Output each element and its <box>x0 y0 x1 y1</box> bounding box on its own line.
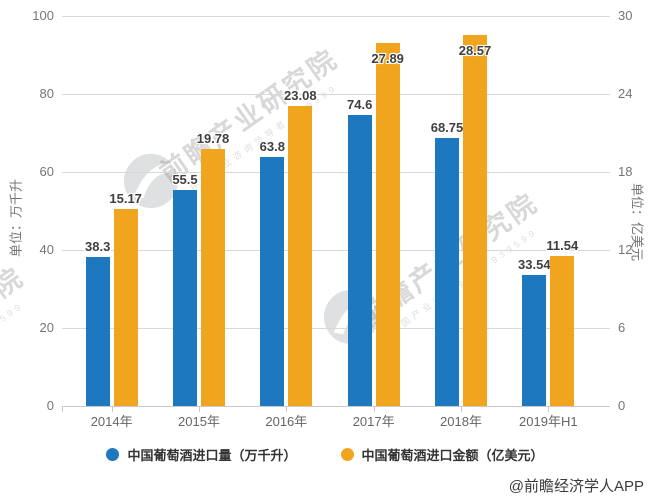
value-label: 55.5 <box>172 171 198 187</box>
bar-import-value <box>550 255 575 406</box>
value-label: 33.54 <box>518 257 551 273</box>
x-axis-tick <box>286 407 287 412</box>
value-label: 38.3 <box>85 238 111 254</box>
value-label: 63.8 <box>259 139 285 155</box>
y-axis-tick-label-left: 80 <box>39 86 54 101</box>
legend-item[interactable]: 中国葡萄酒进口量（万千升） <box>106 445 297 464</box>
value-label: 19.78 <box>196 130 230 146</box>
right-axis-title: 单位：亿美元 <box>629 182 645 262</box>
gridline <box>62 250 610 251</box>
x-axis-label: 2019年H1 <box>519 414 578 429</box>
value-label: 74.6 <box>347 97 373 113</box>
y-axis-tick-label-left: 40 <box>39 242 54 257</box>
y-axis-tick-label-right: 24 <box>618 86 633 101</box>
value-label: 23.08 <box>284 87 317 103</box>
bar-group: 55.5 <box>172 172 198 406</box>
category-group: 74.6 27.89 <box>330 43 417 406</box>
x-axis-tick <box>374 407 375 412</box>
y-axis-tick-label-left: 100 <box>32 8 54 23</box>
y-axis-tick-label-left: 60 <box>39 164 54 179</box>
legend-dot-icon <box>340 448 354 461</box>
category-group: 33.54 11.54 <box>505 238 592 406</box>
x-axis-label: 2016年 <box>265 414 308 429</box>
legend-item[interactable]: 中国葡萄酒进口金额（亿美元） <box>340 445 544 464</box>
bar-import-volume <box>172 189 197 406</box>
bar-group: 28.57 <box>459 34 491 406</box>
y-axis-tick-label-right: 6 <box>618 320 626 335</box>
gridline <box>62 16 610 17</box>
y-axis-tick-label-right: 0 <box>618 398 626 413</box>
bar-group: 23.08 <box>284 88 317 406</box>
category-group: 63.8 23.08 <box>243 88 330 406</box>
bar-group: 15.17 <box>109 191 142 406</box>
gridline <box>62 328 610 329</box>
category-group: 38.3 15.17 <box>68 191 155 406</box>
bar-import-volume <box>522 275 547 406</box>
legend-label: 中国葡萄酒进口金额（亿美元） <box>361 448 544 463</box>
bar-import-volume <box>347 115 372 406</box>
value-label: 11.54 <box>546 237 579 253</box>
y-axis-tick-label-left: 20 <box>39 320 54 335</box>
x-axis-line <box>62 406 610 407</box>
value-label: 28.57 <box>458 42 492 58</box>
bar-import-volume <box>260 157 285 406</box>
bar-import-value <box>288 105 313 406</box>
bar-group: 74.6 <box>347 97 372 406</box>
bar-import-value <box>462 34 487 406</box>
bar-group: 11.54 <box>546 238 578 406</box>
x-axis-label: 2018年 <box>440 414 482 429</box>
bar-import-value <box>375 43 400 406</box>
bar-group: 19.78 <box>197 131 229 406</box>
gridline <box>62 172 610 173</box>
bar-group: 38.3 <box>85 239 110 406</box>
x-axis-tick <box>199 407 200 412</box>
value-label: 27.89 <box>371 51 404 67</box>
bar-group: 33.54 <box>518 257 551 406</box>
x-axis-label: 2014年 <box>90 414 133 429</box>
y-axis-tick-label-right: 18 <box>618 164 633 179</box>
x-axis-tick <box>461 407 462 412</box>
x-axis-label: 2017年 <box>352 414 395 429</box>
bar-import-value <box>113 208 138 406</box>
category-group: 55.5 19.78 <box>155 131 242 406</box>
x-axis-tick <box>62 407 63 412</box>
bar-import-volume <box>434 137 459 406</box>
legend-label: 中国葡萄酒进口量（万千升） <box>127 448 297 463</box>
x-axis-tick <box>548 407 549 412</box>
legend: 中国葡萄酒进口量（万千升） 中国葡萄酒进口金额（亿美元） <box>0 445 650 464</box>
x-axis-label: 2015年 <box>178 414 220 429</box>
y-axis-tick-label-right: 30 <box>618 8 633 23</box>
bar-group: 68.75 <box>431 120 463 406</box>
bar-import-value <box>200 148 225 406</box>
y-axis-tick-label-left: 0 <box>46 398 54 413</box>
attribution: @前瞻经济学人APP <box>508 478 644 495</box>
bar-import-volume <box>85 256 110 406</box>
x-axis-tick <box>112 407 113 412</box>
legend-dot-icon <box>106 448 120 461</box>
bar-group: 27.89 <box>371 43 404 406</box>
y-axis-tick-label-right: 12 <box>618 242 633 257</box>
gridline <box>62 94 610 95</box>
value-label: 15.17 <box>109 190 142 206</box>
bar-group: 63.8 <box>260 139 285 406</box>
category-group: 68.75 28.57 <box>417 34 504 406</box>
value-label: 68.75 <box>430 119 464 135</box>
left-axis-title: 单位：万千升 <box>8 178 24 258</box>
